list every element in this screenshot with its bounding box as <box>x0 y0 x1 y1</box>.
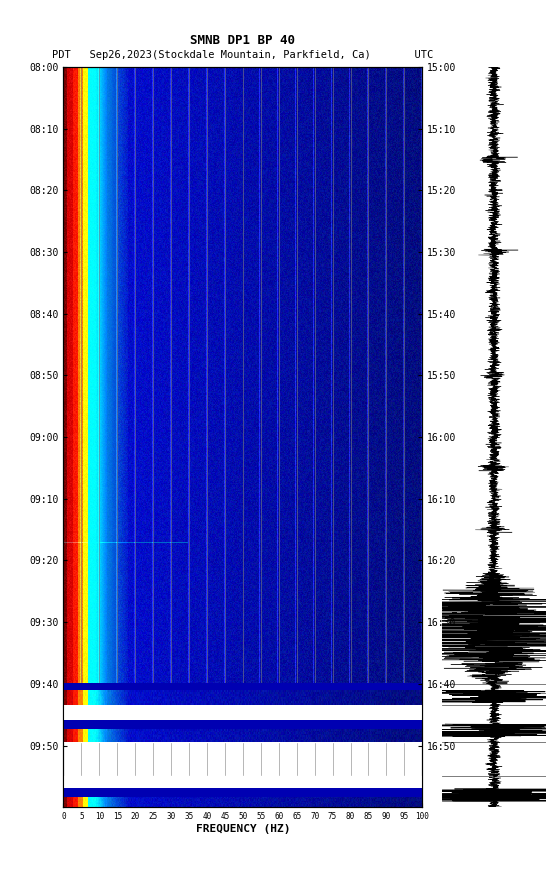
Bar <box>63 776 422 795</box>
Bar <box>63 684 422 696</box>
Bar <box>63 706 422 721</box>
Text: SMNB DP1 BP 40: SMNB DP1 BP 40 <box>190 34 295 46</box>
Bar <box>63 801 422 807</box>
Bar <box>63 727 422 742</box>
X-axis label: FREQUENCY (HZ): FREQUENCY (HZ) <box>195 824 290 834</box>
Text: PDT   Sep26,2023(Stockdale Mountain, Parkfield, Ca)       UTC: PDT Sep26,2023(Stockdale Mountain, Parkf… <box>52 50 433 61</box>
Text: USGS: USGS <box>17 12 44 23</box>
